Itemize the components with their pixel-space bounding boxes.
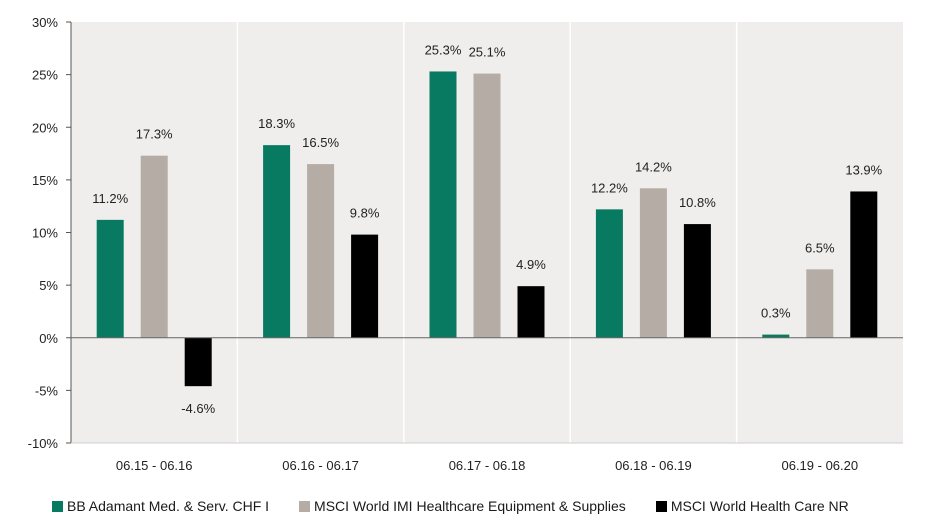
data-label: 10.8% — [679, 195, 716, 210]
bar — [762, 334, 790, 338]
legend: BB Adamant Med. & Serv. CHF I MSCI World … — [52, 498, 849, 514]
bar — [96, 219, 124, 338]
data-label: 4.9% — [516, 257, 546, 272]
bar — [263, 145, 291, 338]
data-label: 17.3% — [136, 127, 173, 142]
y-tick-label: 20% — [32, 120, 58, 135]
data-label: 16.5% — [302, 135, 339, 150]
legend-label: MSCI World IMI Healthcare Equipment & Su… — [314, 498, 626, 514]
data-label: 25.1% — [469, 45, 506, 60]
y-tick-label: 0% — [39, 331, 58, 346]
data-label: -4.6% — [181, 401, 215, 416]
data-label: 25.3% — [425, 42, 462, 57]
data-label: 9.8% — [350, 206, 380, 221]
bar — [140, 155, 168, 338]
y-tick-label: 5% — [39, 278, 58, 293]
y-tick-label: 10% — [32, 226, 58, 241]
x-category-label: 06.15 - 06.16 — [116, 458, 193, 473]
legend-swatch — [655, 500, 667, 512]
bar — [307, 164, 335, 338]
data-label: 11.2% — [92, 191, 128, 206]
data-label: 18.3% — [258, 116, 295, 131]
y-tick-label: 25% — [32, 68, 58, 83]
data-label: 13.9% — [845, 162, 882, 177]
bar — [473, 73, 501, 338]
bar-chart: 30% 25% 20% 15% 10% 5% 0% -5% -10% 11.2% 17.3% -4.6… — [28, 15, 903, 473]
legend-swatch — [299, 500, 311, 512]
legend-swatch — [52, 500, 63, 512]
data-label: 6.5% — [805, 240, 835, 255]
bar — [429, 71, 457, 338]
y-tick-label: -5% — [35, 383, 59, 398]
bar — [639, 188, 667, 338]
legend-label: MSCI World Health Care NR — [670, 498, 849, 514]
bar — [683, 224, 711, 338]
data-label: 12.2% — [591, 180, 628, 195]
bar — [806, 269, 834, 338]
y-tick-label: 15% — [32, 173, 58, 188]
x-category-label: 06.18 - 06.19 — [615, 458, 692, 473]
legend-item: MSCI World IMI Healthcare Equipment & Su… — [299, 498, 626, 514]
x-category-label: 06.16 - 06.17 — [282, 458, 359, 473]
x-category-label: 06.17 - 06.18 — [449, 458, 526, 473]
x-category-label: 06.19 - 06.20 — [781, 458, 858, 473]
bar — [595, 209, 623, 338]
bar — [351, 234, 379, 338]
legend-item: BB Adamant Med. & Serv. CHF I — [52, 498, 269, 514]
legend-label: BB Adamant Med. & Serv. CHF I — [67, 498, 270, 514]
bar — [517, 286, 545, 338]
bar — [184, 337, 212, 387]
legend-item: MSCI World Health Care NR — [655, 498, 849, 514]
y-tick-label: 30% — [32, 15, 58, 30]
bar — [850, 191, 878, 338]
data-label: 14.2% — [635, 159, 672, 174]
y-tick-label: -10% — [28, 436, 59, 451]
data-label: 0.3% — [761, 306, 791, 321]
